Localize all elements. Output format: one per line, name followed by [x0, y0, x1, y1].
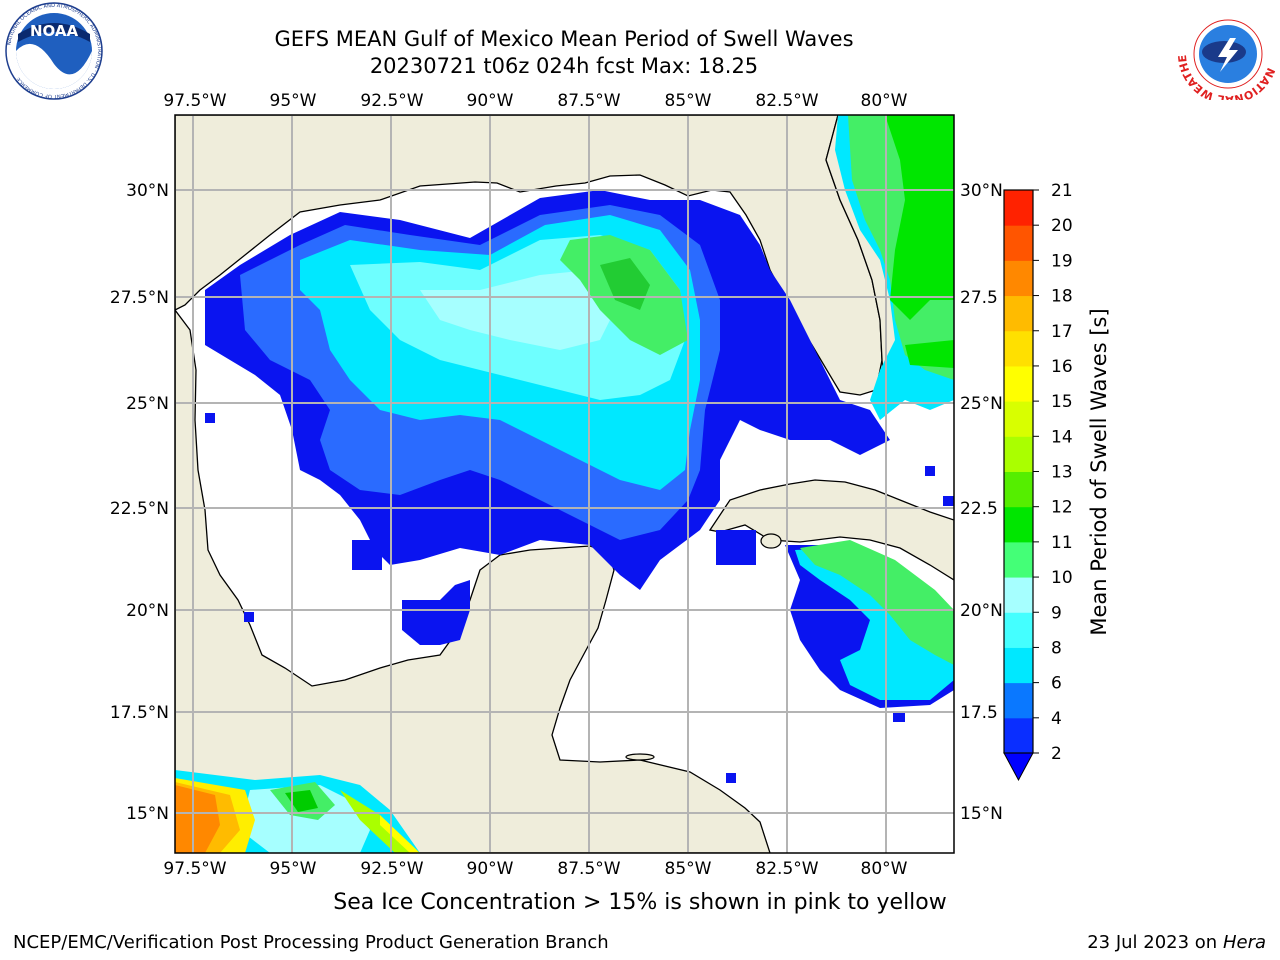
- colorbar-tick-label: 12: [1051, 498, 1073, 518]
- map-frame: [174, 114, 955, 854]
- colorbar-label: Mean Period of Swell Waves [s]: [1087, 308, 1111, 635]
- colorbar-segment: [1004, 225, 1033, 261]
- nws-logo-icon: NATIONAL WEATHER SERVICE: [1178, 2, 1277, 100]
- colorbar-segment: [1004, 647, 1033, 684]
- colorbar-tick-label: 13: [1051, 463, 1073, 483]
- colorbar-segment: [1004, 190, 1033, 226]
- colorbar-segment: [1004, 295, 1033, 332]
- svg-text:17.5: 17.5: [960, 703, 998, 723]
- svg-text:82.5°W: 82.5°W: [755, 859, 818, 879]
- colorbar-tick-label: 11: [1051, 533, 1073, 553]
- svg-text:27.5: 27.5: [960, 288, 998, 308]
- lon-labels-top: 97.5°W 95°W 92.5°W 90°W 87.5°W 85°W 82.5…: [163, 91, 907, 111]
- svg-text:85°W: 85°W: [665, 91, 712, 111]
- colorbar-tick-label: 14: [1051, 427, 1073, 447]
- svg-text:27.5°N: 27.5°N: [110, 288, 169, 308]
- colorbar-segment: [1004, 541, 1033, 578]
- svg-text:80°W: 80°W: [861, 859, 908, 879]
- colorbar-tick-label: 17: [1051, 322, 1073, 342]
- map-subtitle: 20230721 t06z 024h fcst Max: 18.25: [369, 54, 759, 78]
- colorbar-segment: [1004, 506, 1033, 543]
- map-title: GEFS MEAN Gulf of Mexico Mean Period of …: [274, 27, 854, 51]
- svg-text:22.5°N: 22.5°N: [110, 499, 169, 519]
- colorbar-segment: [1004, 612, 1033, 648]
- svg-text:17.5°N: 17.5°N: [110, 703, 169, 723]
- svg-text:87.5°W: 87.5°W: [557, 91, 620, 111]
- lat-labels-right: 30°N 27.5 25°N 22.5 20°N 17.5 15°N: [960, 181, 1003, 824]
- svg-text:90°W: 90°W: [467, 859, 514, 879]
- colorbar-tick-label: 20: [1051, 216, 1073, 236]
- colorbar-segment: [1004, 330, 1033, 367]
- lat-labels-left: 30°N 27.5°N 25°N 22.5°N 20°N 17.5°N 15°N: [110, 181, 169, 824]
- svg-text:97.5°W: 97.5°W: [163, 859, 226, 879]
- colorbar-segment: [1004, 577, 1033, 613]
- svg-text:95°W: 95°W: [270, 859, 317, 879]
- svg-text:30°N: 30°N: [126, 181, 169, 201]
- svg-text:85°W: 85°W: [665, 859, 712, 879]
- colorbar-tick-label: 18: [1051, 287, 1073, 307]
- svg-text:90°W: 90°W: [467, 91, 514, 111]
- colorbar-segment: [1004, 365, 1033, 402]
- svg-text:92.5°W: 92.5°W: [360, 859, 423, 879]
- credit-left: NCEP/EMC/Verification Post Processing Pr…: [13, 932, 609, 953]
- svg-text:15°N: 15°N: [126, 804, 169, 824]
- svg-text:20°N: 20°N: [126, 601, 169, 621]
- svg-text:30°N: 30°N: [960, 181, 1003, 201]
- svg-text:25°N: 25°N: [960, 394, 1003, 414]
- svg-text:25°N: 25°N: [126, 394, 169, 414]
- lon-labels-bottom: 97.5°W 95°W 92.5°W 90°W 87.5°W 85°W 82.5…: [163, 859, 907, 879]
- svg-text:97.5°W: 97.5°W: [163, 91, 226, 111]
- svg-text:92.5°W: 92.5°W: [360, 91, 423, 111]
- colorbar-segment: [1004, 401, 1033, 437]
- map-gridlines: [175, 115, 954, 853]
- colorbar-segment: [1004, 471, 1033, 508]
- colorbar-tick-label: 9: [1051, 603, 1062, 623]
- svg-text:22.5: 22.5: [960, 499, 998, 519]
- svg-text:20°N: 20°N: [960, 601, 1003, 621]
- colorbar-tick-label: 2: [1051, 744, 1062, 764]
- land-mexico: [175, 308, 771, 853]
- svg-text:95°W: 95°W: [270, 91, 317, 111]
- swell-gulf-pale: [420, 270, 620, 350]
- colorbar-tick-label: 16: [1051, 357, 1073, 377]
- colorbar-segment: [1004, 717, 1033, 754]
- colorbar-segment: [1004, 682, 1033, 719]
- colorbar-tick-label: 15: [1051, 392, 1073, 412]
- svg-text:80°W: 80°W: [861, 91, 908, 111]
- colorbar-segment: [1004, 436, 1033, 472]
- colorbar-tick-label: 4: [1051, 709, 1062, 729]
- colorbar-tick-label: 19: [1051, 251, 1073, 271]
- colorbar-tick-label: 8: [1051, 638, 1062, 658]
- map-area: [175, 115, 954, 853]
- colorbar-segment: [1004, 260, 1033, 297]
- colorbar: 2 4 6 8 9 10 11 12 13 14 15 16 17 18 19 20 21: [1003, 181, 1073, 782]
- svg-text:15°N: 15°N: [960, 804, 1003, 824]
- noaa-logo-text: NOAA: [30, 22, 79, 40]
- colorbar-tick-label: 10: [1051, 568, 1073, 588]
- colorbar-tick-label: 21: [1051, 181, 1073, 201]
- svg-text:87.5°W: 87.5°W: [557, 859, 620, 879]
- colorbar-tick-label: 6: [1051, 674, 1062, 694]
- colorbar-extend: [1003, 752, 1034, 782]
- credit-right: 23 Jul 2023 on Hera: [1087, 932, 1266, 953]
- sea-ice-note: Sea Ice Concentration > 15% is shown in …: [333, 890, 947, 915]
- noaa-logo-icon: NOAA NATIONAL OCEANIC AND ATMOSPHERIC AD…: [5, 2, 103, 100]
- svg-text:82.5°W: 82.5°W: [755, 91, 818, 111]
